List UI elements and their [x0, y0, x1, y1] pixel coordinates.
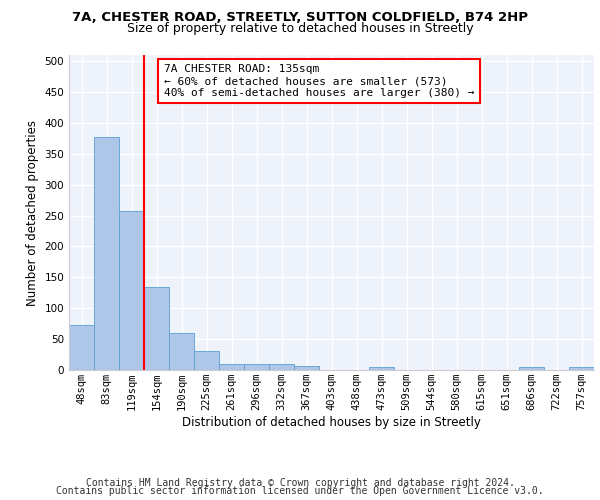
Bar: [169, 333, 194, 370]
Bar: [144, 286, 169, 370]
Bar: [119, 210, 144, 370]
Text: Contains public sector information licensed under the Open Government Licence v3: Contains public sector information licen…: [56, 486, 544, 496]
Text: 7A CHESTER ROAD: 135sqm
← 60% of detached houses are smaller (573)
40% of semi-d: 7A CHESTER ROAD: 135sqm ← 60% of detache…: [163, 64, 474, 98]
Bar: [69, 325, 94, 370]
Bar: [244, 364, 269, 370]
Bar: [194, 352, 219, 370]
Bar: [269, 364, 294, 370]
Text: 7A, CHESTER ROAD, STREETLY, SUTTON COLDFIELD, B74 2HP: 7A, CHESTER ROAD, STREETLY, SUTTON COLDF…: [72, 11, 528, 24]
Bar: [294, 366, 319, 370]
Bar: [219, 364, 244, 370]
Bar: [94, 136, 119, 370]
Bar: [569, 367, 594, 370]
Text: Size of property relative to detached houses in Streetly: Size of property relative to detached ho…: [127, 22, 473, 35]
Text: Contains HM Land Registry data © Crown copyright and database right 2024.: Contains HM Land Registry data © Crown c…: [86, 478, 514, 488]
Y-axis label: Number of detached properties: Number of detached properties: [26, 120, 39, 306]
Bar: [369, 367, 394, 370]
Bar: [519, 367, 544, 370]
X-axis label: Distribution of detached houses by size in Streetly: Distribution of detached houses by size …: [182, 416, 481, 429]
